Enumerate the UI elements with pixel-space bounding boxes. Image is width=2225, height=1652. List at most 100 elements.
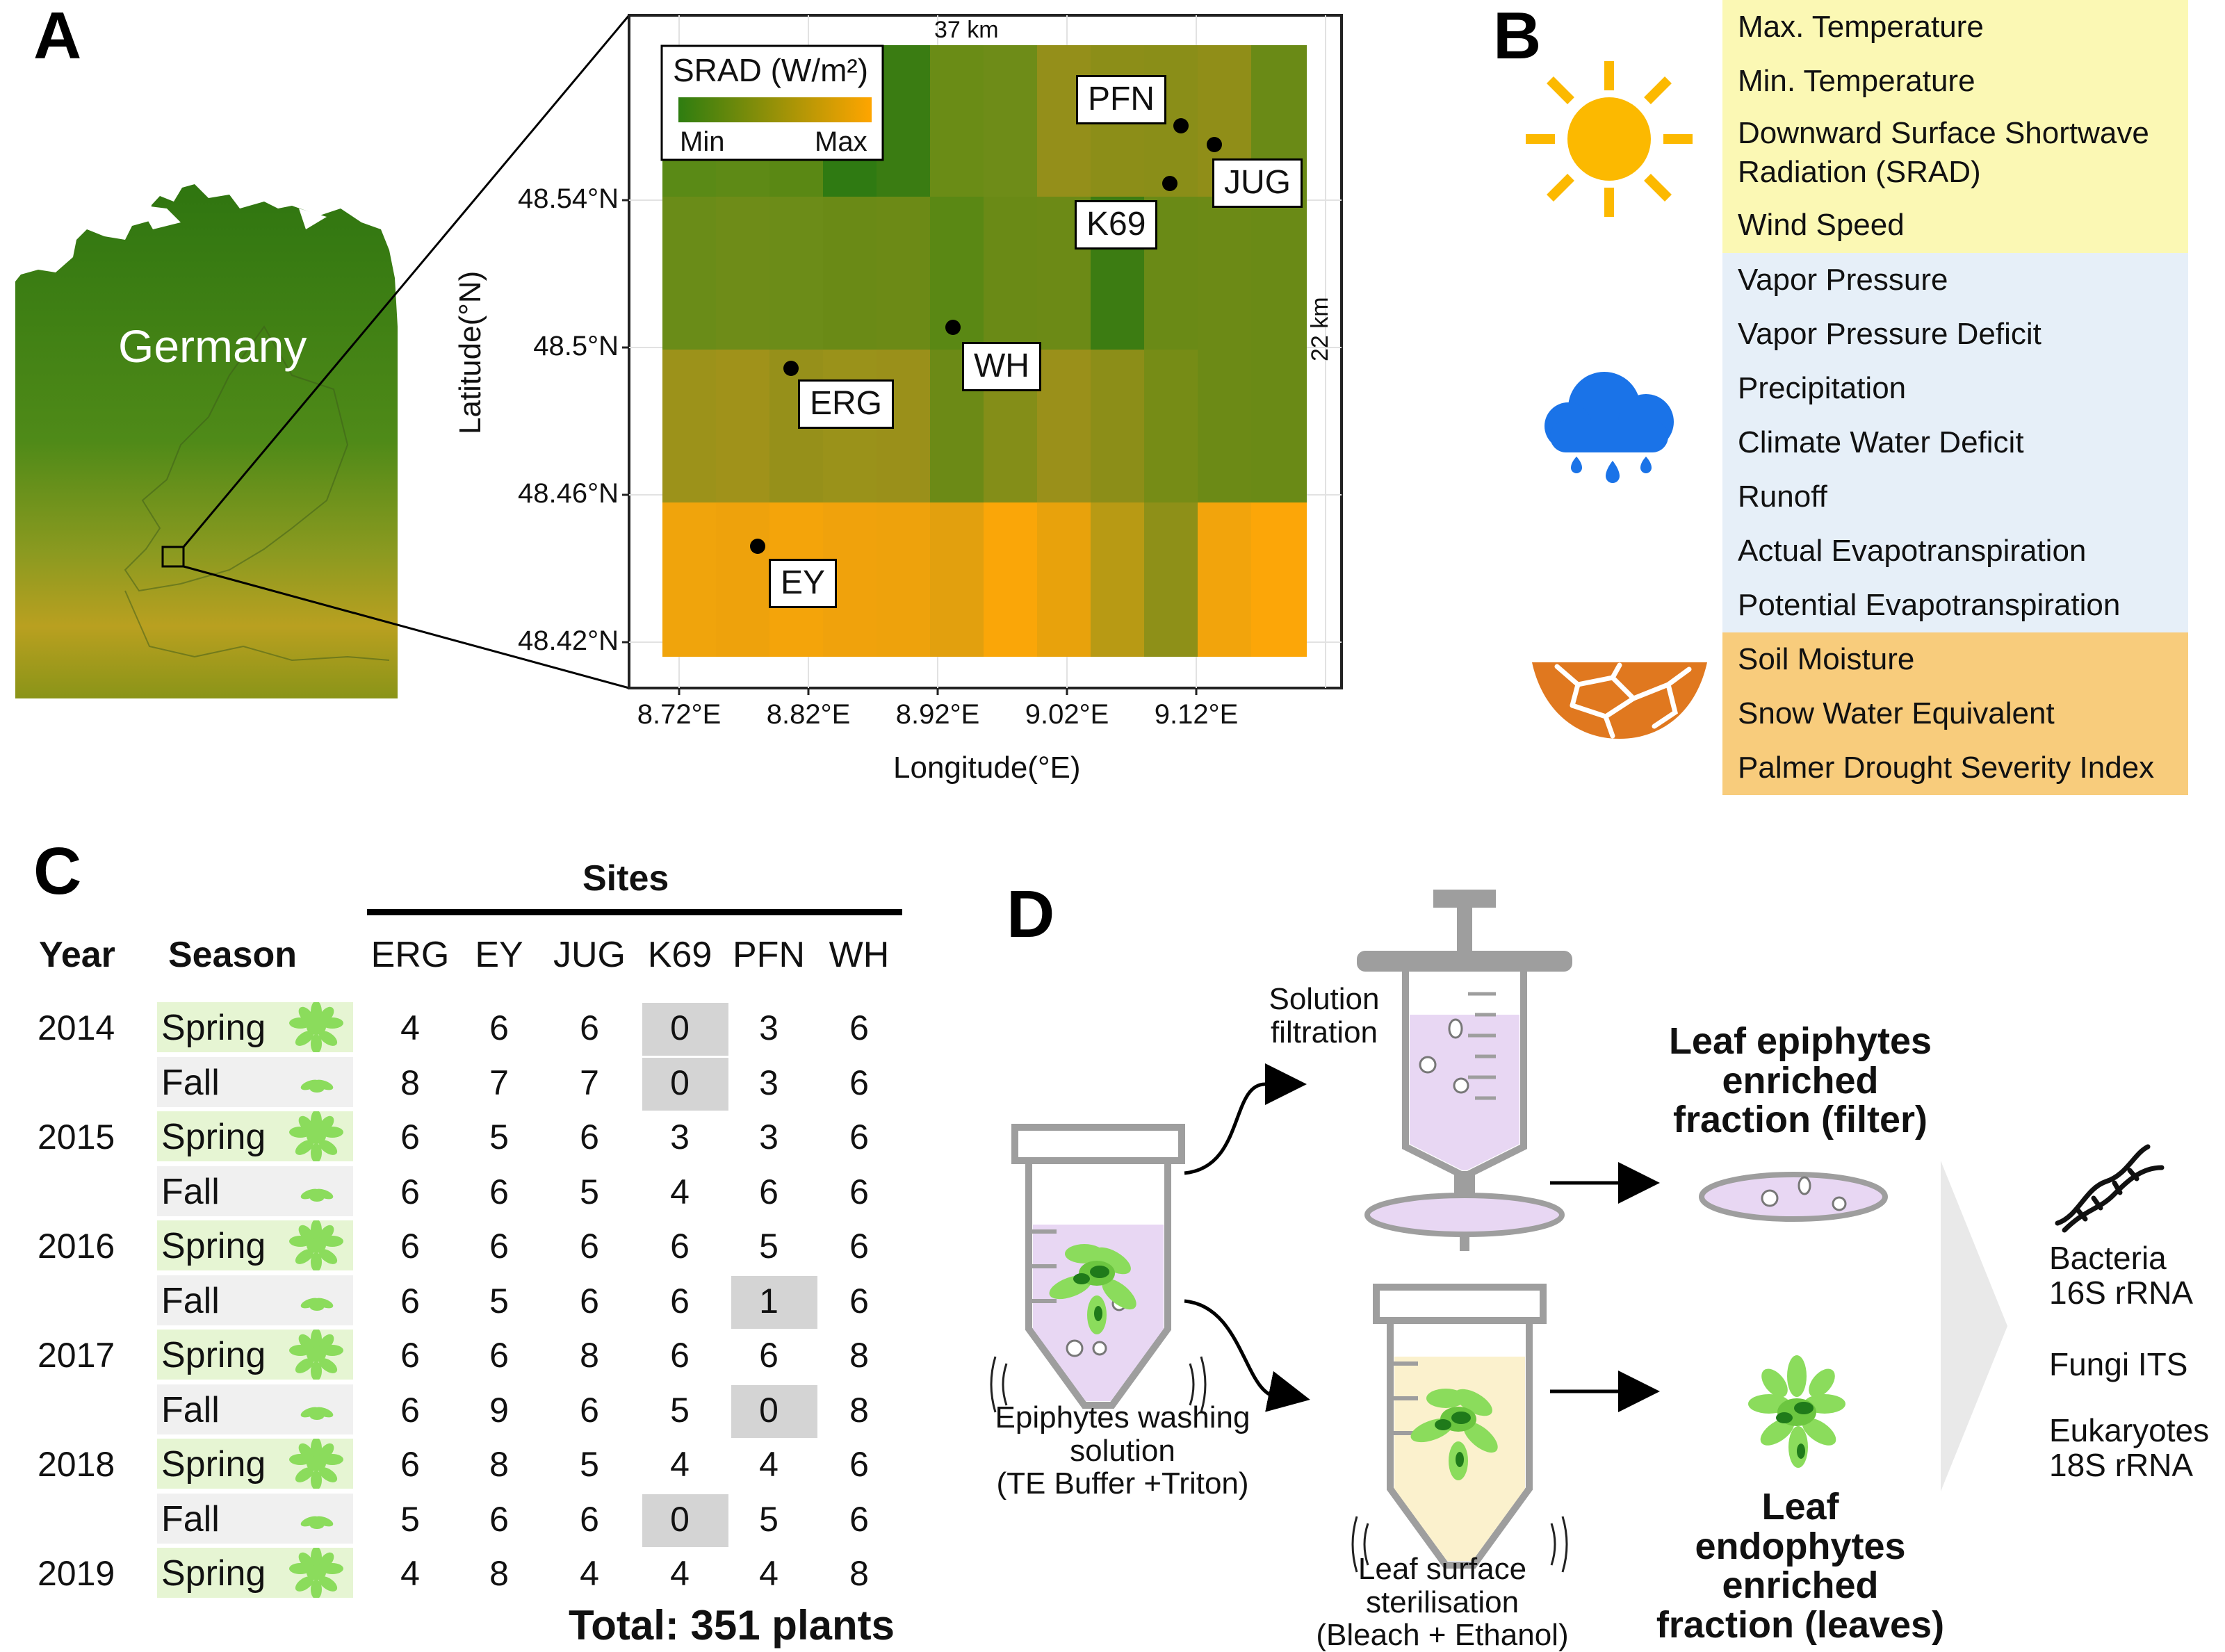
lon-tick: 8.72°E	[637, 699, 722, 730]
washing-tube	[990, 1124, 1207, 1413]
panel-label-c: C	[33, 834, 82, 908]
site-dot-ey	[750, 539, 765, 554]
panel-a-graphics	[15, 14, 1343, 698]
season-label: Spring	[161, 1444, 266, 1485]
rosette-icon	[289, 1330, 343, 1380]
drought-variable: Snow Water Equivalent	[1722, 687, 2188, 741]
missing-sample-highlight	[731, 1275, 817, 1329]
climate-variable: Vapor Pressure	[1722, 253, 2188, 307]
sample-count-cell: 6	[849, 1445, 869, 1484]
sample-count-cell: 6	[670, 1336, 690, 1375]
sample-count-cell: 4	[400, 1554, 420, 1593]
seq-fungi: Fungi ITS	[2049, 1346, 2188, 1382]
site-dot-erg	[783, 361, 799, 376]
sample-count-cell: 8	[580, 1336, 599, 1375]
sample-count-cell: 7	[489, 1063, 509, 1102]
season-cell: Fall	[157, 1384, 353, 1434]
sample-count-cell: 8	[849, 1554, 869, 1593]
seq-bacteria: Bacteria 16S rRNA	[2049, 1240, 2194, 1311]
sample-count-cell: 8	[489, 1445, 509, 1484]
x-axis-title: Longitude(°E)	[893, 751, 1081, 785]
season-label: Fall	[161, 1498, 220, 1539]
drought-variable: Palmer Drought Severity Index	[1722, 741, 2188, 795]
panel-label-d: D	[1006, 877, 1055, 951]
year-header: Year	[39, 935, 115, 975]
sample-count-cell: 6	[489, 1499, 509, 1539]
sample-count-cell: 6	[400, 1172, 420, 1211]
panel-label-b: B	[1493, 0, 1542, 73]
sample-count-cell: 6	[670, 1227, 690, 1266]
scale-bar-y: 22 km	[1307, 297, 1333, 361]
sample-count-cell: 3	[759, 1008, 779, 1047]
rain-cloud-icon	[1545, 372, 1674, 483]
lon-tick: 9.02°E	[1025, 699, 1109, 730]
legend-max-label: Max	[815, 126, 867, 157]
sample-count-cell: 5	[580, 1172, 599, 1211]
sample-count-cell: 8	[849, 1390, 869, 1430]
year-cell: 2019	[38, 1554, 115, 1593]
lon-tick: 8.92°E	[895, 699, 980, 730]
seedling-icon	[300, 1407, 334, 1420]
sample-count-cell: 3	[670, 1118, 690, 1156]
climate-variable: Runoff	[1722, 470, 2188, 524]
lon-tick: 8.82°E	[766, 699, 851, 730]
sample-count-cell: 6	[670, 1281, 690, 1320]
washing-caption: Epiphytes washing solution (TE Buffer +T…	[995, 1400, 1250, 1501]
sample-count-cell: 1	[759, 1281, 779, 1320]
rosette-icon	[289, 1548, 343, 1598]
season-cell: Fall	[157, 1056, 353, 1107]
site-column-header: ERG	[370, 935, 450, 975]
year-cell: 2018	[38, 1445, 115, 1484]
season-cell: Spring	[157, 1111, 353, 1161]
filter-product	[1699, 1172, 1888, 1222]
sample-count-cell: 3	[759, 1118, 779, 1156]
season-cell: Fall	[157, 1166, 353, 1216]
filtration-caption: Solution filtration	[1269, 982, 1380, 1049]
sample-count-cell: 8	[400, 1063, 420, 1102]
sample-count-cell: 6	[489, 1008, 509, 1047]
sample-count-cell: 0	[759, 1390, 779, 1430]
sites-header: Sites	[582, 858, 669, 899]
season-cell: Spring	[157, 1002, 353, 1052]
sample-count-cell: 6	[580, 1499, 599, 1539]
sample-count-cell: 6	[489, 1172, 509, 1211]
sample-count-cell: 6	[400, 1227, 420, 1266]
year-cell: 2016	[38, 1227, 115, 1266]
leaf-rosette	[1748, 1355, 1845, 1468]
year-cell: 2014	[38, 1008, 115, 1047]
sample-count-cell: 6	[849, 1063, 869, 1102]
sample-count-cell: 4	[759, 1554, 779, 1593]
sample-count-cell: 6	[400, 1336, 420, 1375]
site-dot-k69	[1162, 176, 1177, 191]
site-label-erg: ERG	[798, 379, 895, 429]
sterilisation-caption: Leaf surface sterilisation (Bleach + Eth…	[1316, 1552, 1569, 1652]
rosette-icon	[289, 1002, 343, 1052]
season-label: Spring	[161, 1117, 266, 1157]
site-label-ey: EY	[769, 559, 838, 608]
climate-variable: Wind Speed	[1722, 197, 2188, 253]
season-label: Spring	[161, 1553, 266, 1594]
germany-map	[15, 184, 398, 698]
sample-count-cell: 4	[580, 1554, 599, 1593]
season-cell: Fall	[157, 1493, 353, 1544]
study-area-marker	[161, 546, 185, 568]
drought-variable: Soil Moisture	[1722, 632, 2188, 687]
sample-count-cell: 0	[670, 1499, 690, 1539]
sterilisation-tube	[1351, 1284, 1568, 1573]
scale-bar-x: 37 km	[934, 17, 999, 43]
sample-count-cell: 6	[849, 1227, 869, 1266]
sample-count-cell: 6	[849, 1118, 869, 1156]
sample-count-cell: 6	[400, 1118, 420, 1156]
sample-count-cell: 5	[580, 1445, 599, 1484]
season-cell: Spring	[157, 1439, 353, 1489]
seedling-icon	[300, 1516, 334, 1529]
rosette-icon	[289, 1111, 343, 1161]
sample-count-cell: 4	[670, 1554, 690, 1593]
sun-icon	[1526, 61, 1693, 217]
sample-count-cell: 0	[670, 1008, 690, 1047]
site-dot-wh	[945, 320, 961, 335]
sample-count-cell: 4	[759, 1445, 779, 1484]
lon-tick: 9.12°E	[1154, 699, 1239, 730]
sample-count-cell: 6	[400, 1390, 420, 1430]
site-label-pfn: PFN	[1076, 75, 1166, 124]
